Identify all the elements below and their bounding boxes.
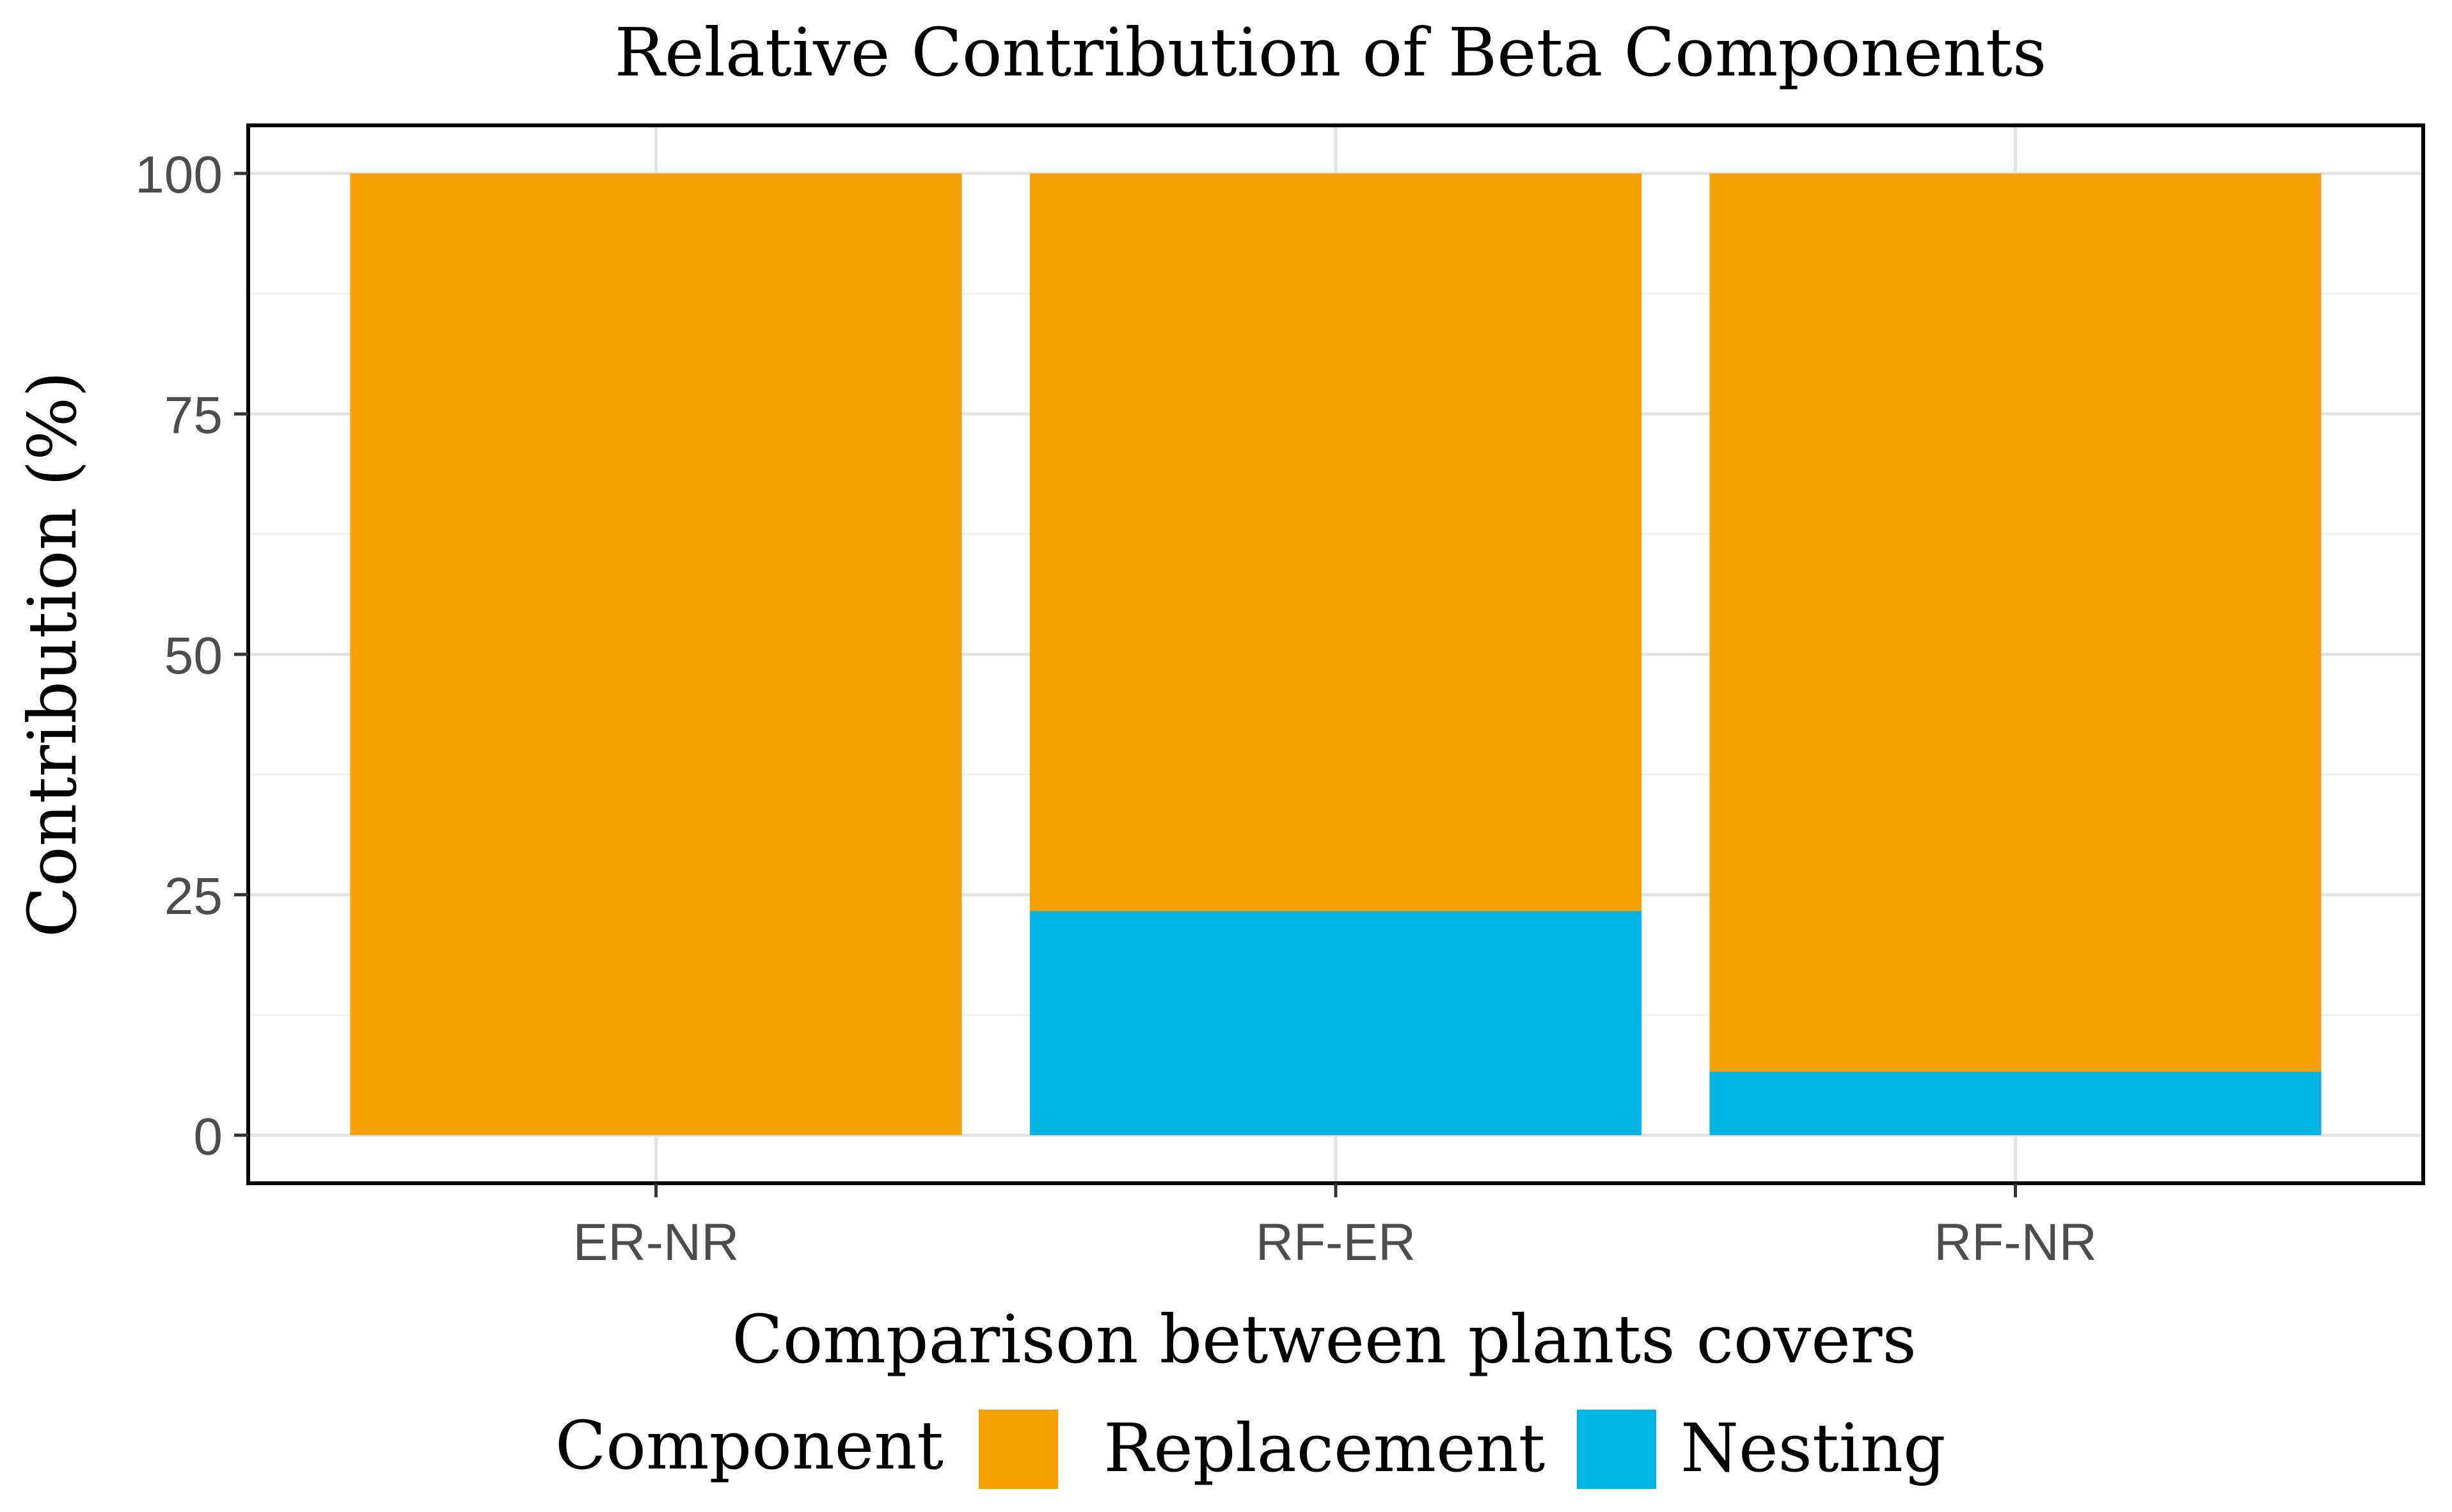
x-tick-label: ER-NR (573, 1213, 740, 1272)
bar-nesting-rf-er (1029, 911, 1642, 1135)
bars (350, 173, 2321, 1135)
y-tick-label: 25 (164, 867, 223, 925)
legend-key-nesting (1577, 1410, 1656, 1489)
legend-key-replacement (979, 1410, 1058, 1489)
legend-label-nesting: Nesting (1681, 1409, 1946, 1487)
bar-nesting-rf-nr (1709, 1071, 2321, 1135)
y-axis: 0 25 50 75 100 (135, 146, 248, 1166)
y-tick-label: 100 (135, 146, 223, 204)
bar-replacement-er-nr (350, 173, 962, 1135)
x-tick-label: RF-ER (1256, 1213, 1416, 1272)
y-tick-label: 75 (164, 386, 223, 445)
y-tick-label: 50 (164, 627, 223, 685)
x-axis-title: Comparison between plants covers (732, 1300, 1917, 1378)
y-axis-title: Contribution (%) (13, 371, 91, 937)
legend: Component Replacement Nesting (555, 1406, 1946, 1489)
legend-label-replacement: Replacement (1103, 1409, 1545, 1487)
x-axis: ER-NR RF-ER RF-NR (573, 1183, 2097, 1272)
y-tick-label: 0 (193, 1108, 223, 1166)
bar-replacement-rf-nr (1709, 173, 2321, 1072)
bar-replacement-rf-er (1029, 173, 1642, 911)
legend-title: Component (555, 1406, 944, 1484)
x-tick-label: RF-NR (1934, 1213, 2097, 1272)
chart-title: Relative Contribution of Beta Components (615, 13, 2046, 91)
